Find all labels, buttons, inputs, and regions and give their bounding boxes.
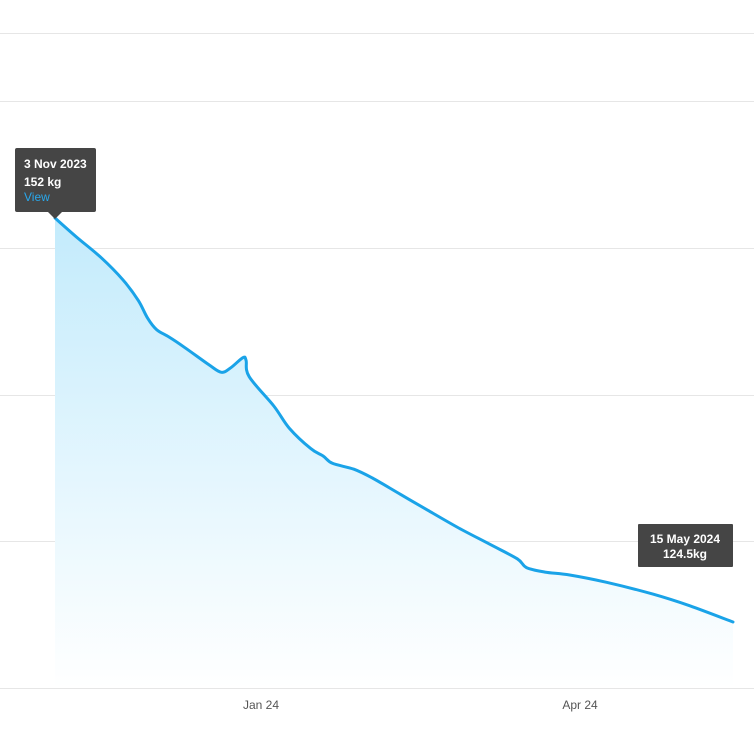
data-point[interactable]	[319, 452, 327, 460]
tooltip-start-date: 3 Nov 2023	[24, 157, 87, 171]
data-point[interactable]	[566, 571, 574, 579]
tooltip-end-box	[638, 524, 733, 567]
data-point[interactable]	[523, 564, 531, 572]
tooltip-end-value: 124.5kg	[663, 547, 707, 561]
data-point[interactable]	[180, 343, 188, 351]
data-point[interactable]	[205, 361, 213, 369]
data-point[interactable]	[396, 490, 404, 498]
data-point[interactable]	[513, 555, 521, 563]
data-point[interactable]	[729, 618, 737, 626]
data-point[interactable]	[270, 402, 278, 410]
tooltip-start: 3 Nov 2023 152 kg View	[15, 148, 96, 219]
data-point[interactable]	[686, 602, 694, 610]
data-point[interactable]	[97, 254, 105, 262]
series-line[interactable]	[53, 216, 735, 624]
data-point[interactable]	[227, 364, 235, 372]
data-point[interactable]	[328, 459, 336, 467]
tooltip-start-arrow	[48, 212, 62, 219]
tooltip-end: 15 May 2024 124.5kg	[638, 524, 733, 567]
data-point[interactable]	[242, 357, 250, 365]
data-point[interactable]	[541, 568, 549, 576]
x-tick-label: Apr 24	[562, 698, 598, 712]
data-point[interactable]	[424, 506, 432, 514]
data-point[interactable]	[165, 333, 173, 341]
data-point[interactable]	[307, 445, 315, 453]
data-point[interactable]	[368, 474, 376, 482]
data-point[interactable]	[217, 368, 225, 376]
data-point[interactable]	[144, 314, 152, 322]
data-point[interactable]	[134, 296, 142, 304]
x-tick-label: Jan 24	[243, 698, 279, 712]
data-point[interactable]	[245, 373, 253, 381]
data-point[interactable]	[153, 326, 161, 334]
data-point[interactable]	[486, 540, 494, 548]
tooltip-start-value: 152 kg	[24, 175, 61, 189]
data-point[interactable]	[119, 276, 127, 284]
tooltip-start-box	[15, 148, 96, 212]
data-point[interactable]	[455, 524, 463, 532]
data-point[interactable]	[649, 590, 657, 598]
data-point[interactable]	[350, 465, 358, 473]
data-point[interactable]	[73, 233, 81, 241]
data-point[interactable]	[603, 578, 611, 586]
x-axis-ticks: Jan 24 Apr 24	[243, 698, 598, 712]
tooltip-view-link[interactable]: View	[24, 190, 50, 204]
tooltip-end-date: 15 May 2024	[650, 532, 720, 546]
data-point[interactable]	[285, 424, 293, 432]
series-area-fill	[55, 218, 733, 688]
